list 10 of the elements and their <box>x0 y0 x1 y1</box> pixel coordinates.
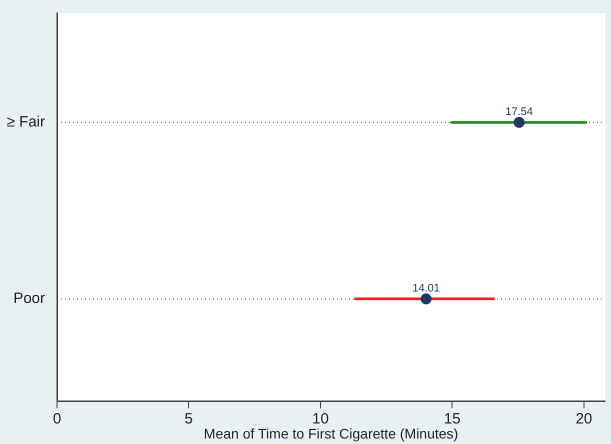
x-axis-title: Mean of Time to First Cigarette (Minutes) <box>204 425 458 442</box>
x-tick-label: 5 <box>184 410 193 428</box>
x-tick-label: 20 <box>576 410 592 428</box>
x-tick-label: 10 <box>312 410 329 428</box>
data-label: 14.01 <box>412 282 440 294</box>
y-tick-label: Poor <box>13 290 45 307</box>
x-tick-label: 15 <box>444 410 461 428</box>
x-tick-label: 0 <box>52 410 62 428</box>
data-label: 17.54 <box>505 106 533 118</box>
y-tick-label: ≥ Fair <box>6 114 46 131</box>
